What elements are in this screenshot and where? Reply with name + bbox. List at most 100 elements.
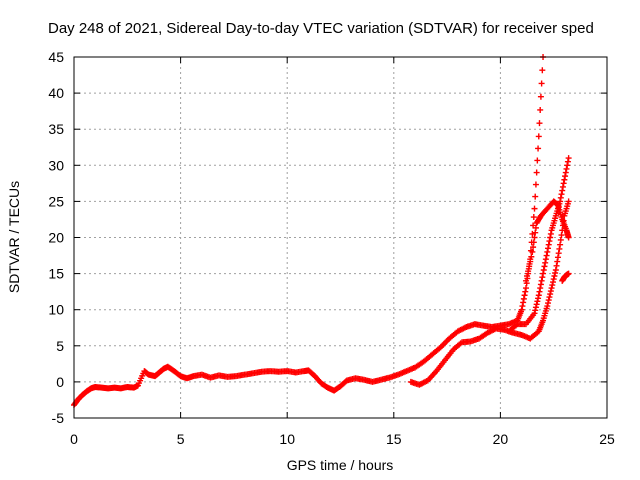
x-tick-label: 10 xyxy=(279,431,295,447)
data-point xyxy=(549,279,556,286)
data-point xyxy=(552,269,559,276)
data-point xyxy=(545,300,552,307)
data-point xyxy=(531,234,538,241)
data-point xyxy=(527,258,534,265)
data-point xyxy=(520,299,527,306)
plot-points xyxy=(71,54,572,409)
data-point xyxy=(565,270,572,277)
data-point xyxy=(540,270,547,277)
data-point xyxy=(547,291,554,298)
series-main xyxy=(71,54,547,409)
data-point xyxy=(534,157,541,164)
data-point xyxy=(540,266,547,273)
data-point xyxy=(557,236,564,243)
y-tick-label: 40 xyxy=(48,85,64,101)
data-point xyxy=(562,173,569,180)
data-point xyxy=(525,268,532,275)
data-point xyxy=(551,273,558,280)
y-tick-label: 15 xyxy=(48,266,64,282)
data-point xyxy=(559,187,566,194)
x-tick-label: 15 xyxy=(386,431,402,447)
data-point xyxy=(532,229,539,236)
data-point xyxy=(529,248,536,255)
y-tick-label: 45 xyxy=(48,49,64,65)
data-point xyxy=(561,176,568,183)
data-point xyxy=(532,224,539,231)
data-point xyxy=(545,245,552,252)
data-point xyxy=(531,205,538,212)
data-point xyxy=(562,169,569,176)
data-point xyxy=(564,158,571,165)
data-point xyxy=(541,263,548,270)
data-point xyxy=(538,80,545,87)
data-point xyxy=(542,259,549,266)
data-point xyxy=(532,307,539,314)
data-point xyxy=(546,294,553,301)
data-point xyxy=(557,241,564,248)
data-point xyxy=(530,244,537,251)
data-point xyxy=(565,234,572,241)
data-point xyxy=(530,214,537,221)
data-point xyxy=(532,193,539,200)
data-point xyxy=(565,198,572,205)
data-point xyxy=(531,310,538,317)
y-tick-label: 20 xyxy=(48,230,64,246)
data-point xyxy=(546,238,553,245)
data-point xyxy=(532,304,539,311)
data-point xyxy=(557,198,564,205)
data-point xyxy=(536,120,543,127)
data-point xyxy=(559,183,566,190)
data-point xyxy=(550,276,557,283)
data-point xyxy=(547,288,554,295)
data-point xyxy=(558,191,565,198)
data-point xyxy=(520,295,527,302)
data-point xyxy=(522,285,529,292)
data-point xyxy=(534,298,541,305)
data-point xyxy=(530,239,537,246)
data-point xyxy=(549,282,556,289)
data-point xyxy=(539,67,546,74)
y-tick-label: 0 xyxy=(56,374,64,390)
series-late-segment xyxy=(559,270,572,284)
data-point xyxy=(537,281,544,288)
grid xyxy=(74,57,607,418)
data-point xyxy=(538,277,545,284)
x-axis-title: GPS time / hours xyxy=(287,457,394,473)
series-upper-branch xyxy=(522,198,572,284)
data-point xyxy=(552,266,559,273)
data-point xyxy=(519,303,526,310)
data-point xyxy=(555,250,562,257)
data-point xyxy=(529,230,536,237)
data-point xyxy=(554,258,561,265)
data-point xyxy=(565,155,572,162)
data-point xyxy=(535,295,542,302)
data-point xyxy=(533,301,540,308)
y-axis-ticks: -5 0 5 10 15 20 25 30 35 40 45 xyxy=(48,49,607,426)
chart-title: Day 248 of 2021, Sidereal Day-to-day VTE… xyxy=(48,20,594,37)
data-point xyxy=(553,262,560,269)
data-point xyxy=(542,256,549,263)
data-point xyxy=(554,254,561,261)
data-point xyxy=(545,297,552,304)
data-point xyxy=(536,288,543,295)
x-axis-ticks: 0 5 10 15 20 25 xyxy=(70,57,615,447)
data-point xyxy=(544,303,551,310)
data-point xyxy=(535,292,542,299)
data-point xyxy=(532,181,539,188)
x-tick-label: 5 xyxy=(177,431,185,447)
data-point xyxy=(526,263,533,270)
data-point xyxy=(544,248,551,255)
data-point xyxy=(560,180,567,187)
data-point xyxy=(539,274,546,281)
data-point xyxy=(535,145,542,152)
x-tick-label: 25 xyxy=(599,431,615,447)
data-point xyxy=(556,245,563,252)
x-tick-label: 20 xyxy=(493,431,509,447)
y-tick-label: 35 xyxy=(48,121,64,137)
y-tick-label: 30 xyxy=(48,157,64,173)
x-tick-label: 0 xyxy=(70,431,78,447)
data-point xyxy=(547,234,554,241)
data-point xyxy=(558,232,565,239)
